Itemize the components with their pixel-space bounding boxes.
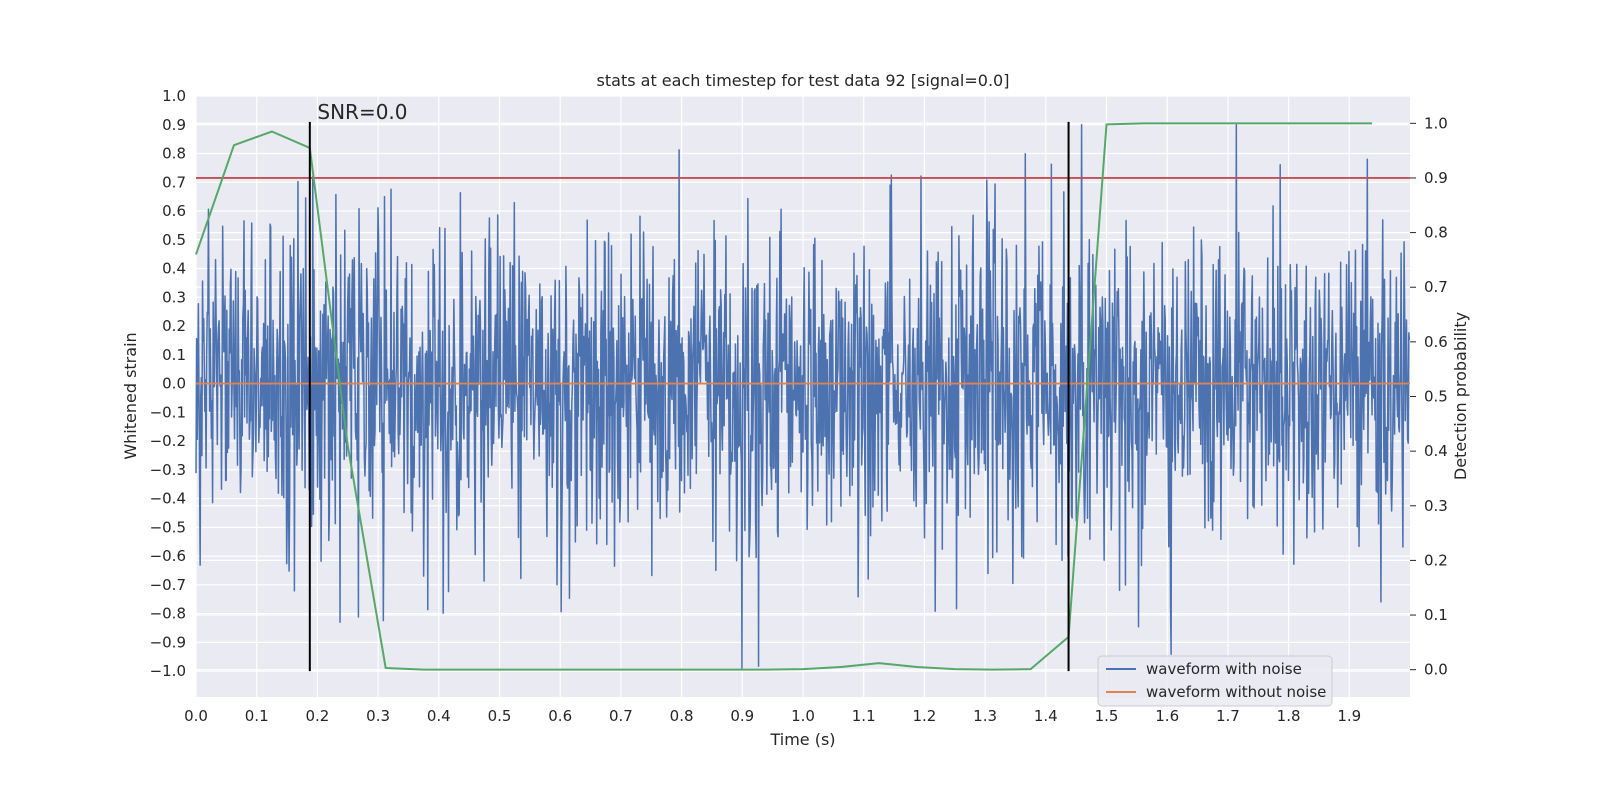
x-tick-label: 0.3 (366, 707, 390, 725)
y-tick-label: 0.0 (162, 375, 186, 393)
y-axis-label: Whitened strain (121, 332, 140, 459)
x-axis-label: Time (s) (769, 730, 835, 749)
x-tick-label: 1.6 (1155, 707, 1179, 725)
y-tick-label: 0.7 (162, 173, 186, 191)
x-tick-label: 0.8 (670, 707, 694, 725)
y2-tick-label: 1.0 (1424, 114, 1448, 132)
legend: waveform with noise waveform without noi… (1097, 655, 1333, 707)
y-tick-label: 1.0 (162, 87, 186, 105)
y-tick-label: 0.5 (162, 231, 186, 249)
legend-box (1097, 655, 1333, 707)
y-tick-label: −0.1 (150, 403, 186, 421)
legend-label-clean: waveform without noise (1146, 683, 1326, 701)
snr-annotation: SNR=0.0 (317, 100, 407, 124)
x-tick-label: 0.9 (730, 707, 754, 725)
y-tick-label: −0.9 (150, 633, 186, 651)
y-tick-label: −0.2 (150, 432, 186, 450)
y-tick-label: 0.4 (162, 260, 186, 278)
x-tick-label: 0.0 (184, 707, 208, 725)
x-tick-label: 0.5 (488, 707, 512, 725)
x-tick-label: 1.5 (1095, 707, 1119, 725)
y-tick-label: −0.6 (150, 547, 186, 565)
data-layer: SNR=0.0 (195, 100, 1411, 672)
x-tick-label: 1.2 (912, 707, 936, 725)
y-tick-label: 0.2 (162, 317, 186, 335)
y-tick-label: −1.0 (150, 662, 186, 680)
x-tick-label: 0.7 (609, 707, 633, 725)
x-tick-label: 1.3 (973, 707, 997, 725)
y-tick-label: 0.1 (162, 346, 186, 364)
y-tick-label: 0.9 (162, 116, 186, 134)
chart-title: stats at each timestep for test data 92 … (597, 71, 1010, 90)
y-tick-label: −0.7 (150, 576, 186, 594)
y2-axis-label: Detection probability (1451, 312, 1470, 480)
tick-labels: 0.0 0.1 0.2 0.3 0.4 0.5 0.6 0.7 0.8 0.9 1.0 1.1 1.2 1… (150, 87, 1448, 725)
x-tick-label: 1.7 (1216, 707, 1240, 725)
x-tick-label: 1.0 (791, 707, 815, 725)
y2-tick-label: 0.7 (1424, 278, 1448, 296)
y-tick-label: 0.8 (162, 145, 186, 163)
x-tick-label: 0.6 (548, 707, 572, 725)
y2-tick-label: 0.5 (1424, 388, 1448, 406)
x-tick-label: 1.4 (1034, 707, 1058, 725)
y-tick-label: 0.6 (162, 202, 186, 220)
x-tick-label: 0.4 (427, 707, 451, 725)
x-tick-label: 1.9 (1337, 707, 1361, 725)
y-tick-label: 0.3 (162, 288, 186, 306)
y2-tick-label: 0.9 (1424, 169, 1448, 187)
noisy-waveform-line (195, 124, 1411, 669)
y2-tick-label: 0.8 (1424, 224, 1448, 242)
y2-tick-label: 0.3 (1424, 497, 1448, 515)
y2-tick-label: 0.4 (1424, 442, 1448, 460)
y2-tick-label: 0.6 (1424, 333, 1448, 351)
y2-tick-label: 0.2 (1424, 551, 1448, 569)
legend-label-noisy: waveform with noise (1146, 660, 1302, 678)
x-tick-label: 0.2 (305, 707, 329, 725)
x-tick-label: 1.1 (852, 707, 876, 725)
y2-tick-label: 0.1 (1424, 606, 1448, 624)
y-tick-label: −0.5 (150, 518, 186, 536)
y-tick-label: −0.8 (150, 605, 186, 623)
y-tick-label: −0.3 (150, 461, 186, 479)
detection-probability-line (195, 122, 1373, 671)
y2-tick-label: 0.0 (1424, 661, 1448, 679)
x-tick-label: 0.1 (245, 707, 269, 725)
y-tick-label: −0.4 (150, 490, 186, 508)
x-tick-label: 1.8 (1277, 707, 1301, 725)
